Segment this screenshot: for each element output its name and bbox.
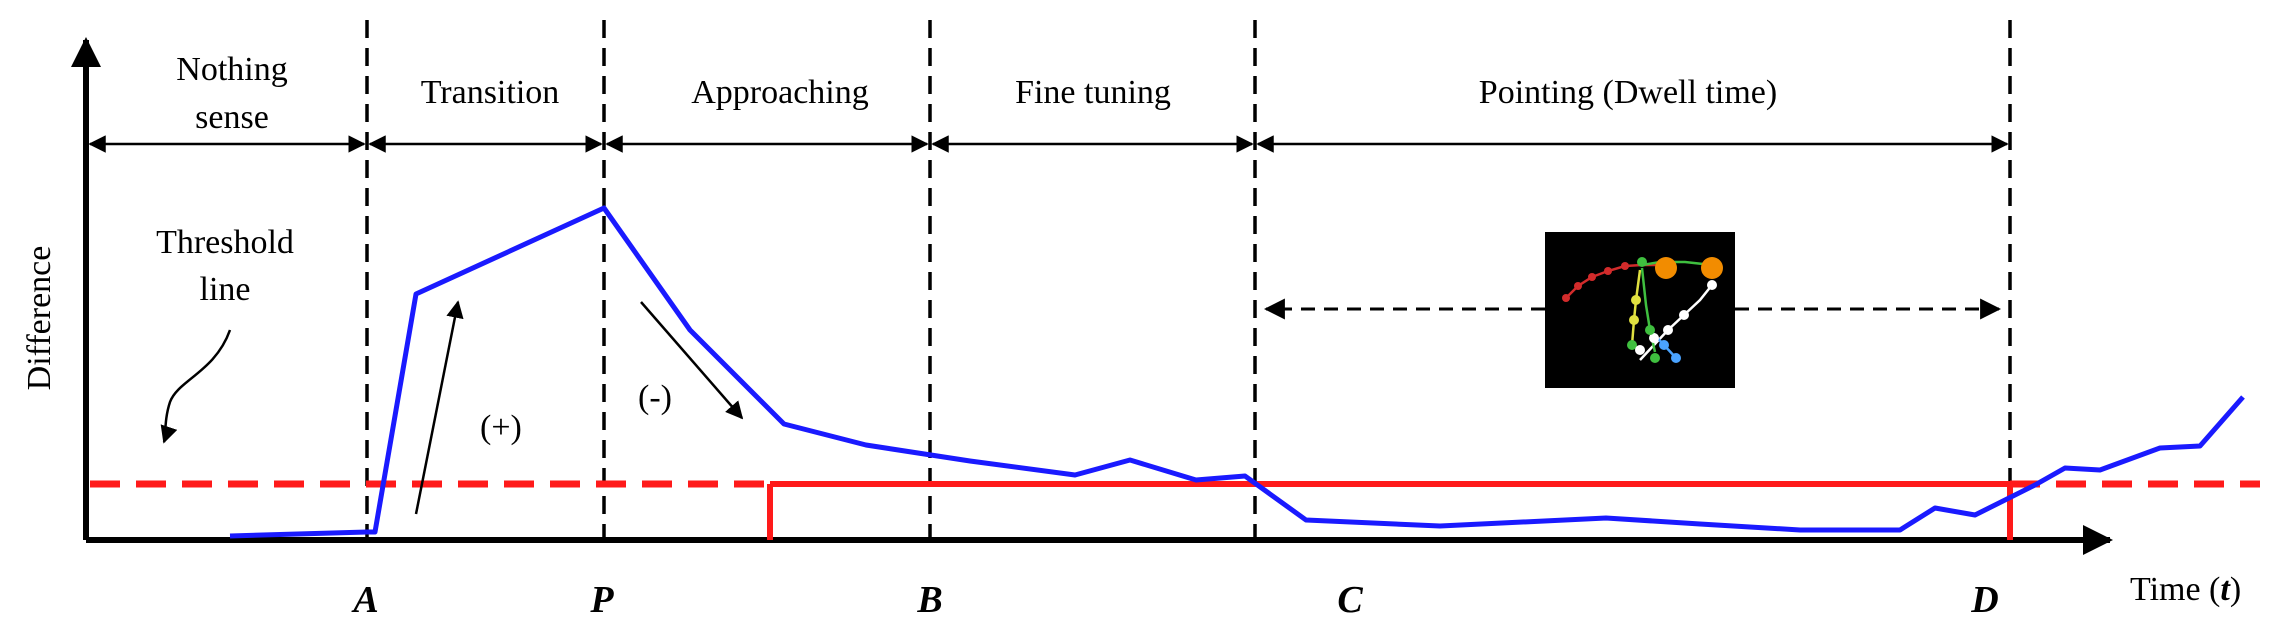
threshold-label-line2: line	[200, 271, 251, 308]
marker-c: C	[1337, 579, 1363, 621]
marker-b: B	[916, 579, 942, 621]
threshold-label-line1: Threshold	[156, 224, 294, 261]
phase-boundaries	[365, 20, 2012, 540]
marker-d: D	[1970, 579, 1998, 621]
dwell-window	[767, 481, 2013, 540]
phase-label-approaching: Approaching	[691, 74, 869, 111]
marker-a: A	[351, 579, 378, 621]
hand-skeleton-icon	[1545, 232, 1735, 388]
x-axis-label: Time (t)	[2130, 571, 2241, 608]
y-axis-label: Difference	[21, 246, 58, 391]
phase-label-nothing-sense-2: sense	[195, 99, 269, 136]
phase-label-fine-tuning: Fine tuning	[1015, 74, 1171, 111]
decrease-label: (-)	[638, 379, 672, 416]
phase-label-pointing: Pointing (Dwell time)	[1479, 74, 1777, 111]
decrease-arrow	[640, 301, 744, 420]
phase-label-transition: Transition	[421, 74, 560, 111]
threshold-pointer-arrow	[160, 329, 232, 444]
marker-p: P	[589, 579, 614, 621]
difference-signal-curve	[229, 205, 2245, 539]
phase-label-nothing-sense-1: Nothing	[176, 51, 287, 88]
increase-arrow	[414, 300, 464, 515]
increase-label: (+)	[480, 409, 522, 446]
